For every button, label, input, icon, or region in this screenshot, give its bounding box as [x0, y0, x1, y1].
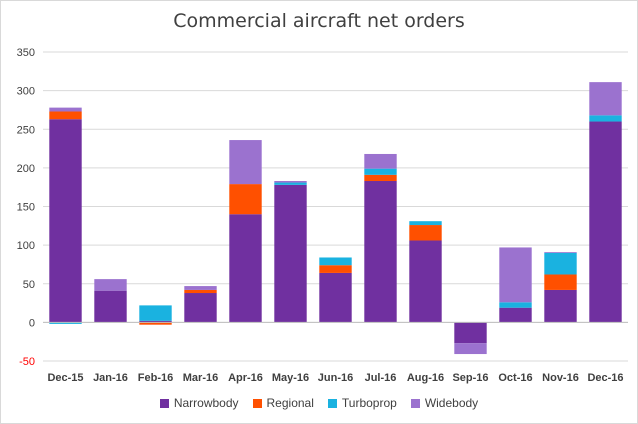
legend-swatch-narrowbody	[159, 398, 169, 408]
bar-turboprop-may-16	[274, 182, 307, 185]
x-tick-label: Jul-16	[365, 372, 397, 384]
bar-turboprop-oct-16	[499, 302, 532, 308]
bar-turboprop-aug-16	[409, 221, 442, 226]
x-tick-label: Mar-16	[183, 372, 218, 384]
bar-turboprop-dec-16	[589, 115, 622, 122]
bar-widebody-oct-16	[499, 247, 532, 303]
bar-turboprop-nov-16	[544, 252, 577, 275]
x-tick-label: Nov-16	[542, 372, 579, 384]
bar-turboprop-feb-16	[139, 305, 172, 321]
bar-narrowbody-dec-15	[49, 119, 82, 323]
bar-narrowbody-aug-16	[409, 240, 442, 323]
y-tick-label: 150	[17, 202, 35, 214]
y-tick-label: 300	[17, 86, 35, 98]
bar-narrowbody-jul-16	[364, 181, 397, 323]
x-tick-label: Jun-16	[318, 372, 353, 384]
x-tick-label: Feb-16	[138, 372, 173, 384]
legend-label-narrowbody: Narrowbody	[173, 396, 239, 410]
x-tick-label: May-16	[272, 372, 309, 384]
bar-widebody-mar-16	[184, 286, 217, 290]
chart-title: Commercial aircraft net orders	[173, 10, 465, 32]
x-tick-label: Dec-16	[587, 372, 623, 384]
chart-legend: Narrowbody Regional Turboprop Widebody	[0, 396, 638, 410]
x-tick-label: Sep-16	[452, 372, 488, 384]
legend-swatch-regional	[252, 398, 262, 408]
bar-widebody-apr-16	[229, 140, 262, 185]
bar-regional-mar-16	[184, 289, 217, 294]
bar-regional-jul-16	[364, 174, 397, 182]
x-tick-label: Oct-16	[498, 372, 532, 384]
y-tick-label: 250	[17, 124, 35, 136]
bar-narrowbody-sep-16	[454, 322, 487, 344]
legend-item-regional: Regional	[252, 396, 314, 410]
legend-label-widebody: Widebody	[424, 396, 479, 410]
bar-narrowbody-oct-16	[499, 307, 532, 323]
bar-widebody-nov-16	[544, 252, 577, 253]
bar-widebody-jan-16	[94, 279, 127, 291]
x-tick-label: Dec-15	[47, 372, 83, 384]
bar-narrowbody-may-16	[274, 184, 307, 323]
bar-widebody-sep-16	[454, 343, 487, 355]
bar-widebody-dec-16	[589, 82, 622, 116]
legend-label-regional: Regional	[266, 396, 314, 410]
bar-regional-apr-16	[229, 184, 262, 215]
bar-regional-nov-16	[544, 274, 577, 290]
bar-widebody-jul-16	[364, 153, 397, 169]
x-tick-label: Jan-16	[93, 372, 128, 384]
bar-regional-feb-16	[139, 322, 172, 325]
legend-item-narrowbody: Narrowbody	[159, 396, 239, 410]
y-tick-label: 0	[29, 317, 35, 329]
bar-narrowbody-jan-16	[94, 290, 127, 323]
bar-widebody-dec-15	[49, 107, 82, 112]
y-tick-label: -50	[19, 356, 35, 368]
legend-item-turboprop: Turboprop	[327, 396, 397, 410]
x-tick-label: Apr-16	[228, 372, 263, 384]
legend-swatch-turboprop	[327, 398, 337, 408]
bar-narrowbody-nov-16	[544, 289, 577, 323]
bar-widebody-may-16	[274, 181, 307, 183]
y-tick-label: 200	[17, 163, 35, 175]
bar-narrowbody-dec-16	[589, 121, 622, 323]
bar-narrowbody-jun-16	[319, 272, 352, 323]
bar-narrowbody-apr-16	[229, 214, 262, 323]
legend-swatch-widebody	[410, 398, 420, 408]
y-tick-label: 100	[17, 240, 35, 252]
bar-turboprop-dec-15	[49, 322, 82, 324]
bar-regional-dec-15	[49, 111, 82, 120]
y-tick-label: 50	[23, 279, 35, 291]
legend-item-widebody: Widebody	[410, 396, 479, 410]
bar-regional-aug-16	[409, 225, 442, 241]
bar-turboprop-jun-16	[319, 257, 352, 266]
bar-regional-jun-16	[319, 265, 352, 273]
bar-narrowbody-mar-16	[184, 293, 217, 323]
legend-label-turboprop: Turboprop	[341, 396, 397, 410]
x-tick-label: Aug-16	[407, 372, 444, 384]
y-tick-label: 350	[17, 47, 35, 59]
bar-turboprop-jul-16	[364, 168, 397, 175]
bar-narrowbody-feb-16	[139, 320, 172, 323]
